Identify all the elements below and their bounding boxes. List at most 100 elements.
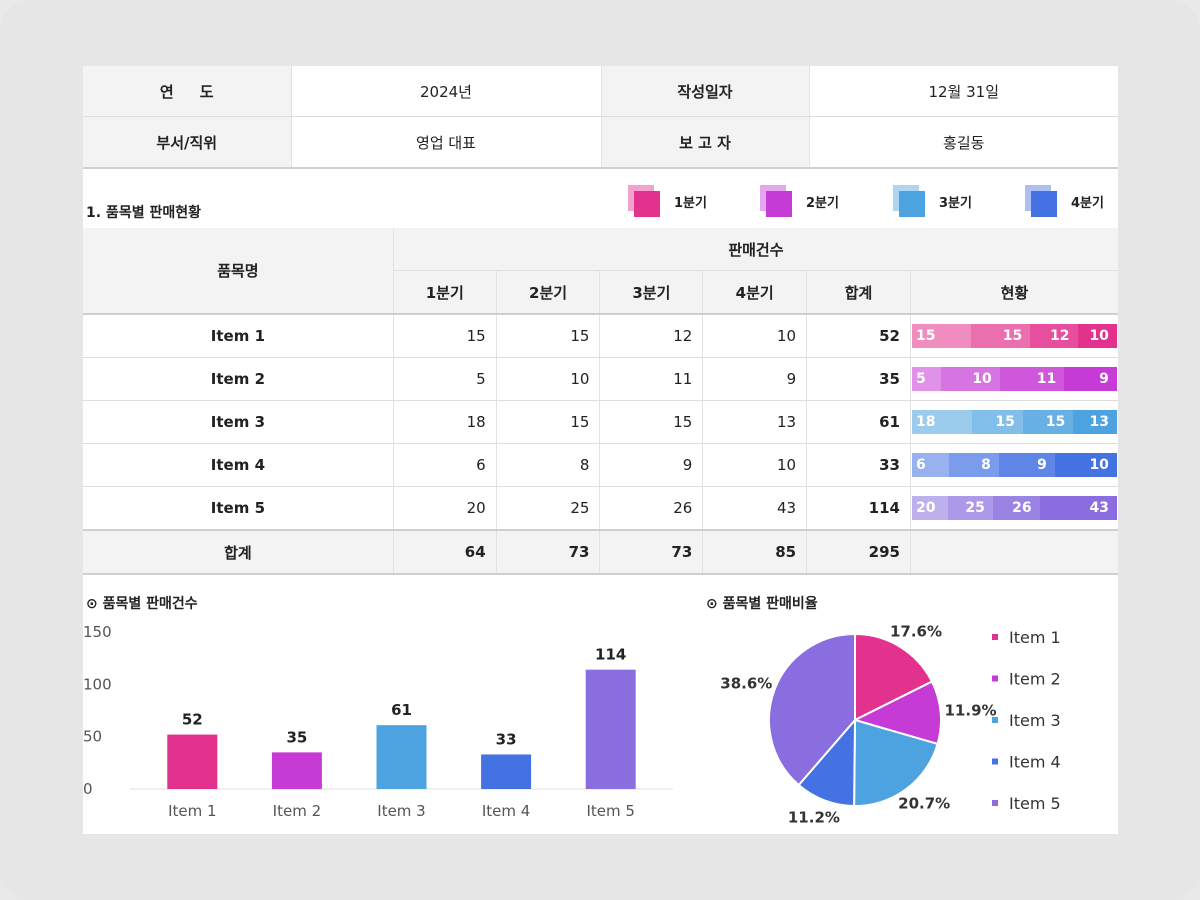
status-segment-q2: 8 [949, 453, 999, 477]
sum-cell: 73 [599, 529, 703, 575]
reporter-value: 홍길동 [808, 116, 1118, 169]
y-tick-label: 0 [83, 780, 93, 798]
stacked-status-bar: 5 10 11 9 [911, 367, 1117, 391]
status-segment-q4: 9 [1064, 367, 1117, 391]
col-status-header: 현황 [909, 270, 1118, 315]
dept-value: 영업 대표 [290, 116, 601, 169]
cell-q1: 20 [392, 486, 497, 531]
sales-table: 품목명 판매건수 1분기 2분기 3분기 4분기 합계 현황 Item 1 15 1… [83, 228, 1118, 575]
status-segment-q1: 5 [911, 367, 942, 391]
status-segment-q3: 12 [1030, 324, 1078, 348]
status-segment-q4: 13 [1073, 410, 1117, 434]
sum-row: 합계 64 73 73 85 295 [83, 529, 1118, 575]
cell-q4: 10 [702, 313, 807, 358]
col-q4-header: 4분기 [702, 270, 807, 315]
cell-q2: 10 [495, 357, 600, 401]
cell-q2: 15 [495, 313, 600, 358]
x-tick-label: Item 1 [168, 802, 216, 820]
date-value: 12월 31일 [808, 66, 1118, 117]
bar-1 [167, 734, 218, 789]
bar-4 [481, 754, 532, 789]
cell-q1: 5 [392, 357, 497, 401]
status-bar-cell: 6 8 9 10 [909, 443, 1118, 487]
cell-q3: 15 [599, 400, 703, 444]
date-label: 작성일자 [600, 66, 809, 117]
legend-label: 1분기 [674, 195, 707, 211]
x-tick-label: Item 5 [586, 802, 634, 820]
pie-percent-label: 20.7% [898, 794, 950, 812]
sum-status-cell [909, 529, 1118, 575]
status-segment-q4: 10 [1077, 324, 1117, 348]
table-row: Item 1 15 15 12 10 52 15 15 12 10 [83, 313, 1118, 358]
col-total-header: 합계 [806, 270, 911, 315]
year-label: 연 도 [83, 66, 291, 117]
status-bar-cell: 18 15 15 13 [909, 400, 1118, 444]
table-row: Item 5 20 25 26 43 114 20 25 26 43 [83, 486, 1118, 531]
cell-q3: 26 [599, 486, 703, 531]
col-q3-header: 3분기 [599, 270, 703, 315]
item-name-header: 품목명 [83, 228, 394, 315]
pie-slice-2 [852, 680, 942, 746]
x-tick-label: Item 3 [377, 802, 425, 820]
cell-total: 35 [806, 357, 911, 401]
cell-q1: 15 [392, 313, 497, 358]
pie-percent-label: 11.9% [945, 702, 997, 720]
status-segment-q1: 20 [911, 496, 948, 520]
status-segment-q2: 25 [947, 496, 993, 520]
pie-chart: 17.6% 11.9% 20.7% 11.2% 38.6% Item 1 Item 2 Ite… [720, 623, 1061, 827]
sum-cell: 64 [392, 529, 497, 575]
pie-slice-1 [854, 632, 934, 722]
year-value: 2024년 [290, 66, 601, 117]
pie-legend-label: Item 5 [1009, 794, 1061, 813]
pie-chart-title: ⊙ 품목별 판매비율 [706, 596, 818, 612]
item-name: Item 5 [83, 486, 394, 531]
pie-percent-label: 17.6% [890, 623, 942, 641]
item-name: Item 2 [83, 357, 394, 401]
y-tick-label: 150 [83, 623, 112, 641]
bar-value-label: 33 [496, 730, 517, 748]
y-tick-label: 50 [83, 728, 102, 746]
pie-legend-label: Item 1 [1009, 628, 1061, 647]
status-segment-q3: 11 [999, 367, 1065, 391]
stacked-status-bar: 20 25 26 43 [911, 496, 1117, 520]
table-row: Item 4 6 8 9 10 33 6 8 9 10 [83, 443, 1118, 487]
status-segment-q3: 9 [998, 453, 1055, 477]
table-row: Item 3 18 15 15 13 61 18 15 15 13 [83, 400, 1118, 444]
cell-q4: 43 [702, 486, 807, 531]
section-title: 1. 품목별 판매현황 [86, 205, 201, 221]
dept-label: 부서/직위 [83, 116, 291, 169]
legend-swatch-icon [893, 185, 925, 217]
cell-total: 33 [806, 443, 911, 487]
cell-total: 61 [806, 400, 911, 444]
sum-cell: 85 [702, 529, 807, 575]
sum-cell: 295 [806, 529, 911, 575]
item-name: Item 3 [83, 400, 394, 444]
status-segment-q1: 18 [911, 410, 973, 434]
pie-slice-3 [853, 718, 939, 807]
col-q1-header: 1분기 [392, 270, 497, 315]
status-segment-q4: 10 [1054, 453, 1117, 477]
cell-q2: 8 [495, 443, 600, 487]
bar-value-label: 35 [286, 728, 307, 746]
status-segment-q1: 15 [911, 324, 972, 348]
pie-slice-5 [768, 632, 856, 787]
legend-label: 4분기 [1071, 195, 1104, 211]
sum-label: 합계 [83, 529, 394, 575]
pie-percent-label: 11.2% [788, 808, 840, 826]
status-segment-q2: 10 [941, 367, 1000, 391]
cell-q4: 10 [702, 443, 807, 487]
cell-q3: 12 [599, 313, 703, 358]
bar-value-label: 61 [391, 701, 412, 719]
status-segment-q1: 6 [911, 453, 950, 477]
status-segment-q3: 26 [992, 496, 1040, 520]
status-segment-q2: 15 [972, 410, 1023, 434]
status-bar-cell: 5 10 11 9 [909, 357, 1118, 401]
legend-swatch-icon [628, 185, 660, 217]
pie-legend-label: Item 4 [1009, 753, 1061, 772]
stacked-status-bar: 6 8 9 10 [911, 453, 1117, 477]
legend-item-q1: 1분기 [628, 185, 707, 217]
bar-chart: 0 50 100 150 52 Item 1 35 Item 2 61 Item 3 33 Item … [83, 623, 673, 820]
bar-chart-title: ⊙ 품목별 판매건수 [86, 596, 198, 612]
cell-q4: 9 [702, 357, 807, 401]
